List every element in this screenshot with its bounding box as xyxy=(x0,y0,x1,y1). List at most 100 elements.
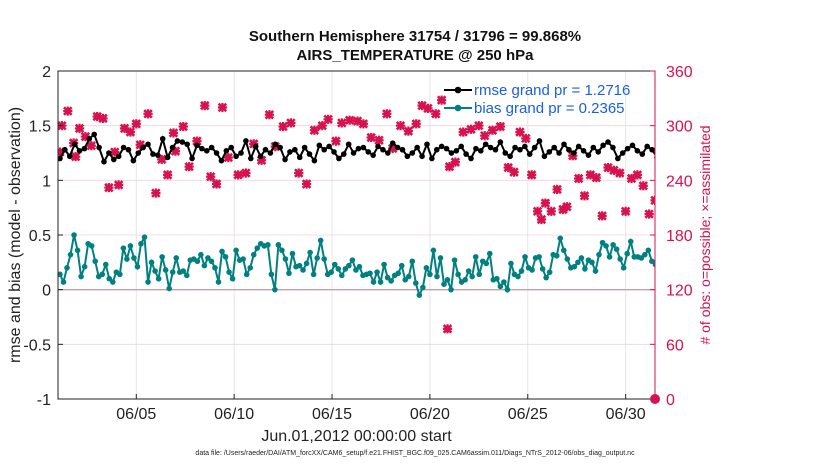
bias-data-point xyxy=(543,274,549,281)
bias-data-point xyxy=(405,273,412,280)
bias-data-point xyxy=(416,292,423,298)
rmse-data-point xyxy=(644,143,650,150)
rmse-data-point xyxy=(66,153,73,160)
bias-data-point xyxy=(300,267,306,273)
obs-assimilated-marker xyxy=(382,109,392,119)
obs-assimilated-marker xyxy=(74,123,85,134)
rmse-data-point xyxy=(786,150,792,156)
rmse-data-point xyxy=(825,148,830,154)
rmse-data-point xyxy=(370,152,376,158)
bias-data-point xyxy=(539,266,546,272)
bias-data-point xyxy=(74,247,81,254)
rmse-data-point xyxy=(531,144,538,151)
bias-data-point xyxy=(649,258,655,265)
rmse-data-point xyxy=(718,153,724,159)
bias-data-point xyxy=(356,263,363,270)
obs-assimilated-marker xyxy=(366,132,376,143)
obs-assimilated-marker xyxy=(650,195,655,206)
rmse-data-point xyxy=(659,145,665,151)
obs-assimilated-marker xyxy=(168,128,179,138)
rmse-data-point xyxy=(91,131,98,138)
bias-data-point xyxy=(222,254,229,260)
obs-assimilated-marker xyxy=(143,109,153,119)
bias-data-point xyxy=(522,254,528,260)
bias-data-point xyxy=(617,256,623,262)
rmse-data-point xyxy=(664,149,670,155)
y-left-tick-label: 0.5 xyxy=(29,228,51,245)
bias-data-point xyxy=(518,268,525,274)
bias-data-point xyxy=(296,262,303,269)
rmse-data-point xyxy=(806,148,812,154)
obs-assimilated-marker xyxy=(431,109,441,119)
rmse-data-point xyxy=(404,153,411,160)
rmse-data-point xyxy=(184,141,190,148)
rmse-data-point xyxy=(669,141,675,147)
bias-data-point xyxy=(180,268,187,274)
obs-assimilated-marker xyxy=(632,170,643,180)
obs-assimilated-marker xyxy=(395,120,406,131)
rmse-data-point xyxy=(522,143,528,150)
rmse-data-point xyxy=(399,146,406,153)
x-stroke xyxy=(657,184,665,192)
bias-data-point xyxy=(451,257,458,263)
y-right-tick-label: 360 xyxy=(666,64,693,81)
obs-assimilated-marker xyxy=(309,125,320,135)
obs-assimilated-marker xyxy=(403,126,414,136)
bias-data-point xyxy=(247,265,254,271)
bias-data-point xyxy=(67,251,74,258)
x-tick-label: 06/30 xyxy=(606,406,646,423)
bias-data-point xyxy=(102,261,109,268)
bias-data-point xyxy=(603,243,609,249)
bias-data-point xyxy=(620,265,627,271)
x-tick-label: 06/15 xyxy=(312,406,352,423)
rmse-data-point xyxy=(482,141,489,148)
rmse-data-point xyxy=(811,153,817,159)
rmse-data-point xyxy=(311,157,318,164)
bias-data-point xyxy=(250,251,257,258)
rmse-data-point xyxy=(414,144,420,151)
bias-data-point xyxy=(627,238,634,245)
rmse-data-point xyxy=(747,144,753,150)
bias-data-point xyxy=(501,279,507,285)
bias-data-point xyxy=(529,267,535,273)
rmse-data-point xyxy=(512,144,518,151)
rmse-data-point xyxy=(458,143,465,150)
obs-assimilated-marker xyxy=(552,184,562,195)
bias-data-point xyxy=(145,279,151,285)
bias-data-point xyxy=(624,250,631,257)
obs-assimilated-marker xyxy=(70,151,81,162)
rmse-data-point xyxy=(248,155,254,162)
bias-data-point xyxy=(92,258,98,265)
data-file-footnote: data file: /Users/raeder/DAI/ATM_forcXX/… xyxy=(195,450,635,457)
bias-data-point xyxy=(494,275,500,282)
bias-data-point xyxy=(205,255,211,261)
bias-data-point xyxy=(656,260,662,266)
legend-bias-marker xyxy=(454,104,462,112)
rmse-data-point xyxy=(150,151,156,157)
rmse-data-point xyxy=(296,154,303,161)
bias-data-point xyxy=(272,286,278,293)
rmse-data-point xyxy=(140,144,146,151)
bias-data-point xyxy=(289,250,296,257)
rmse-data-point xyxy=(502,150,509,156)
rmse-data-point xyxy=(816,144,822,150)
bias-data-point xyxy=(515,273,521,280)
bias-data-point xyxy=(99,271,106,278)
bias-data-point xyxy=(455,271,461,278)
obs-assimilated-marker xyxy=(294,168,304,178)
bias-data-point xyxy=(553,252,560,259)
rmse-data-point xyxy=(385,150,391,156)
obs-assimilated-marker xyxy=(442,324,453,334)
bias-data-point xyxy=(183,272,190,279)
rmse-data-point xyxy=(282,156,288,163)
rmse-data-point xyxy=(684,145,690,151)
rmse-data-point xyxy=(213,150,220,156)
rmse-data-point xyxy=(409,150,416,156)
bias-data-point xyxy=(465,268,472,274)
obs-assimilated-marker xyxy=(597,211,607,221)
rmse-data-point xyxy=(223,148,230,154)
rmse-data-point xyxy=(130,157,137,164)
rmse-data-point xyxy=(277,144,283,151)
bias-data-point xyxy=(441,281,447,288)
obs-assimilated-marker xyxy=(656,183,665,192)
